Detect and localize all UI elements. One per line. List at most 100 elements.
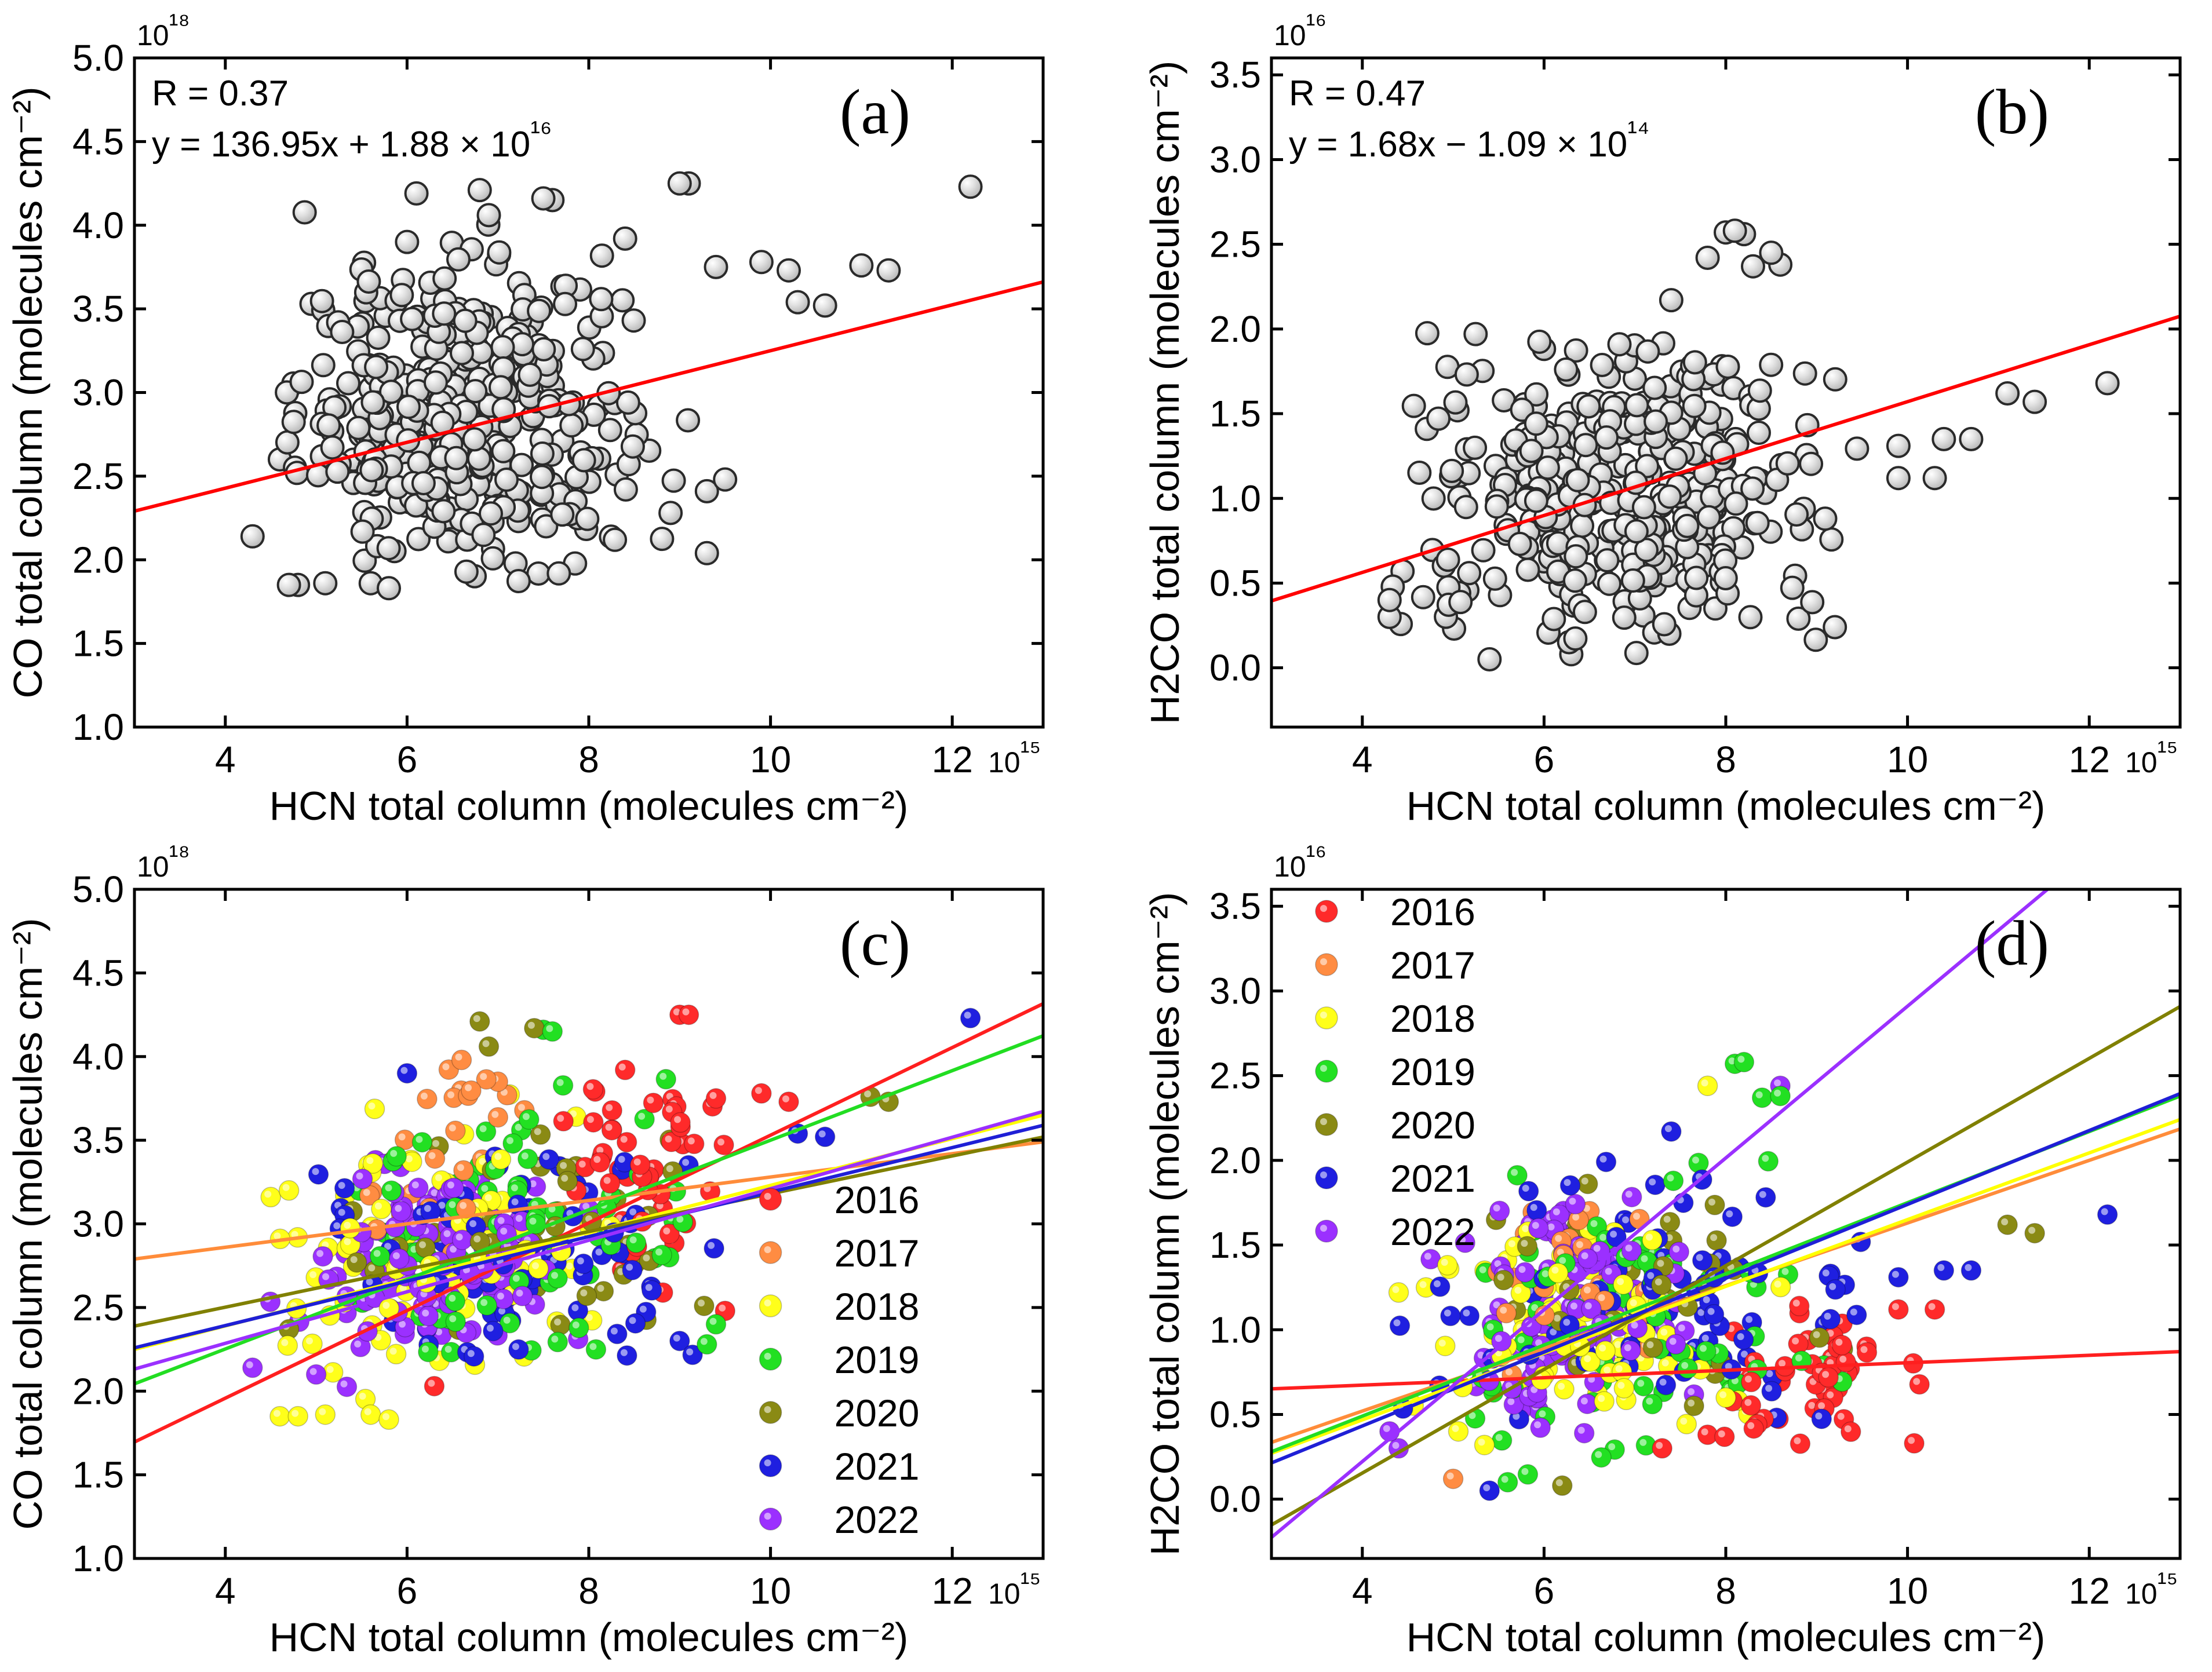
point-highlight (1605, 1268, 1612, 1275)
scatter-point-2018 (1437, 1255, 1458, 1276)
legend-label-2020: 2020 (834, 1392, 920, 1434)
scatter-point (1554, 357, 1579, 382)
point-highlight (2028, 1226, 2036, 1234)
point-highlight (1534, 1421, 1542, 1429)
y-tick-label: 3.0 (72, 1203, 124, 1245)
scatter-point (589, 287, 614, 312)
scatter-point-2019 (1751, 1087, 1773, 1108)
point-highlight (1829, 1283, 1836, 1290)
point-highlight (1892, 1271, 1899, 1278)
scatter-point (1922, 466, 1947, 491)
scatter-point-2021 (1440, 1305, 1461, 1327)
scatter-point (1886, 433, 1911, 458)
point-highlight (449, 1124, 456, 1131)
legend-marker-highlight (764, 1406, 771, 1413)
point-highlight (577, 1257, 584, 1265)
scatter-point-2019 (569, 1317, 589, 1338)
point-highlight (1615, 1365, 1623, 1372)
scatter-point (360, 390, 385, 415)
scatter-point (1454, 362, 1479, 387)
scatter-point (1457, 561, 1482, 586)
scatter-point-2020 (576, 1285, 597, 1306)
point-highlight (1913, 1378, 1921, 1385)
y-tick-label: 0.0 (1209, 647, 1261, 689)
scatter-point-2019 (585, 1339, 607, 1360)
point-highlight (1824, 1312, 1831, 1320)
point-highlight (1446, 1472, 1454, 1480)
point-highlight (1595, 1451, 1602, 1458)
point-highlight (515, 1215, 523, 1222)
scatter-point (1527, 329, 1552, 354)
point-highlight (382, 1302, 390, 1309)
point-highlight (1617, 1278, 1624, 1286)
scatter-point-2020 (524, 1017, 545, 1039)
scatter-point (661, 468, 686, 493)
point-highlight (633, 1158, 641, 1166)
point-highlight (1678, 1324, 1685, 1332)
point-highlight (1688, 1399, 1695, 1407)
scatter-point (694, 479, 719, 503)
scatter-point (490, 335, 515, 360)
scatter-point-2016 (553, 1111, 574, 1132)
scatter-point (479, 501, 503, 526)
y-tick-label: 1.5 (1209, 393, 1261, 435)
scatter-point (876, 258, 901, 283)
point-highlight (484, 1194, 492, 1202)
scatter-point (518, 362, 542, 387)
scatter-point (1634, 538, 1659, 563)
scatter-point (1542, 607, 1566, 631)
point-highlight (655, 1248, 663, 1256)
scatter-point-2020 (694, 1295, 715, 1316)
scatter-point-2022 (1665, 1334, 1686, 1355)
scatter-point-2019 (519, 1109, 540, 1130)
scatter-point-2016 (684, 1133, 705, 1155)
legend-marker-2017 (759, 1241, 782, 1264)
point-highlight (473, 1235, 481, 1243)
scatter-point (1747, 378, 1772, 403)
x-tick-label: 8 (578, 1570, 599, 1612)
scatter-point (749, 250, 774, 275)
scatter-point-2018 (360, 1404, 381, 1425)
point-highlight (512, 1343, 519, 1350)
point-highlight (1624, 1344, 1631, 1352)
scatter-point-2022 (1514, 1262, 1536, 1283)
point-highlight (1822, 1371, 1830, 1378)
scatter-point-2017 (424, 1148, 446, 1169)
scatter-point-2018 (1770, 1276, 1791, 1298)
legend: 2016 2017 2018 2019 2020 2021 2022 (1315, 890, 1475, 1253)
y-tick-label: 1.5 (72, 1454, 124, 1496)
fit-line-2022 (1271, 889, 2050, 1539)
x-multiplier: 10¹⁵ (988, 736, 1041, 779)
point-highlight (1495, 1335, 1502, 1342)
scatter-point (1652, 612, 1677, 637)
scatter-point (494, 468, 519, 492)
point-highlight (1521, 1467, 1529, 1475)
scatter-point-2017 (461, 1080, 482, 1101)
point-highlight (1860, 1346, 1868, 1353)
scatter-point (527, 298, 552, 323)
point-highlight (818, 1130, 826, 1138)
scatter-point (1823, 367, 1847, 392)
x-tick-label: 6 (1534, 1570, 1555, 1612)
point-highlight (1478, 1439, 1485, 1446)
point-highlight (344, 1238, 351, 1246)
scatter-point-2021 (1655, 1374, 1677, 1396)
point-highlight (1564, 1179, 1571, 1187)
x-tick-label: 10 (1887, 739, 1928, 780)
point-highlight (522, 1113, 530, 1120)
point-highlight (548, 1205, 556, 1213)
scatter-point (1800, 590, 1825, 615)
point-highlight (1617, 1382, 1625, 1389)
legend-marker-2018 (759, 1294, 782, 1317)
scatter-point (589, 243, 614, 268)
panel-a: 4 6 8 10 12 1.0 1.5 2.0 2.5 3.0 3.5 4.0 4.5 5.0 10¹⁵ 10… (5, 9, 1045, 828)
scatter-point-2018 (277, 1335, 298, 1356)
fit-line (1271, 315, 2180, 603)
scatter-point-2018 (1697, 1075, 1718, 1096)
scatter-point (1642, 375, 1667, 400)
y-tick-label: 0.5 (1209, 1393, 1261, 1435)
point-highlight (486, 1324, 494, 1332)
scatter-point (1682, 393, 1707, 418)
point-highlight (1393, 1319, 1401, 1327)
y-axis-label: CO total column (molecules cm⁻²) (5, 918, 50, 1529)
